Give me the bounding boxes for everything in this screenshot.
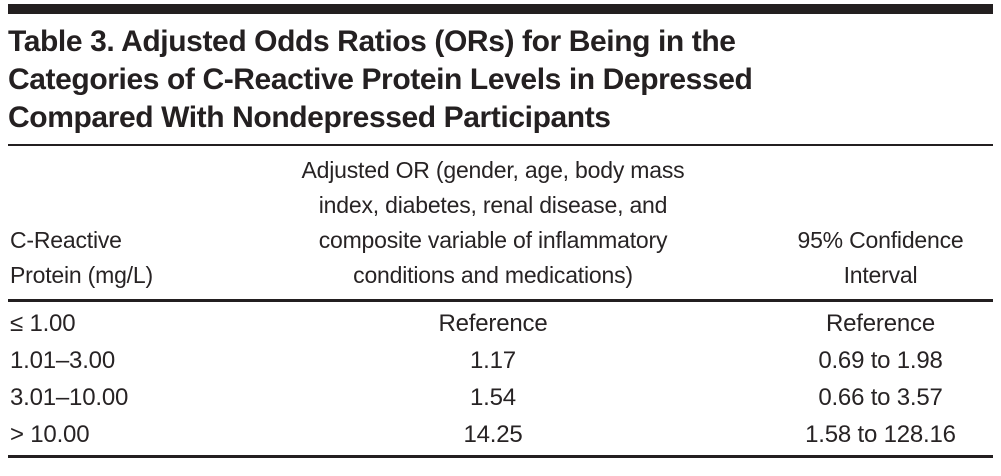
confidence-interval-cell: 0.69 to 1.98 [818, 347, 943, 374]
table-header-row: C-Reactive Protein (mg/L) Adjusted OR (g… [8, 146, 993, 299]
title-divider-rule [8, 144, 993, 146]
adjusted-or-cell: 14.25 [463, 421, 523, 448]
column-header-adjusted-or: Adjusted OR (gender, age, body mass inde… [301, 157, 685, 288]
table-title: Table 3. Adjusted Odds Ratios (ORs) for … [8, 25, 753, 134]
table-3-panel: Table 3. Adjusted Odds Ratios (ORs) for … [0, 4, 1001, 476]
crp-range-cell: 3.01–10.00 [10, 384, 129, 411]
header-divider-rule [8, 299, 993, 302]
adjusted-or-cell: Reference [438, 310, 548, 337]
confidence-interval-cell: Reference [826, 310, 935, 337]
adjusted-or-cell: 1.17 [470, 347, 516, 374]
crp-range-cell: 1.01–3.00 [10, 347, 115, 374]
table-body: ≤ 1.00 Reference Reference 1.01–3.00 1.1… [8, 305, 993, 453]
bottom-rule [8, 455, 993, 458]
table-row: ≤ 1.00 Reference Reference [8, 305, 993, 342]
confidence-interval-cell: 1.58 to 128.16 [805, 421, 956, 448]
confidence-interval-cell: 0.66 to 3.57 [818, 384, 943, 411]
column-header-c-reactive-protein: C-Reactive Protein (mg/L) [10, 227, 153, 288]
crp-range-cell: ≤ 1.00 [10, 310, 76, 337]
column-header-confidence-interval: 95% Confidence Interval [797, 227, 964, 288]
adjusted-or-cell: 1.54 [470, 384, 516, 411]
table-row: 3.01–10.00 1.54 0.66 to 3.57 [8, 379, 993, 416]
top-heavy-rule [8, 4, 993, 14]
table-row: > 10.00 14.25 1.58 to 128.16 [8, 416, 993, 453]
crp-range-cell: > 10.00 [10, 421, 90, 448]
table-row: 1.01–3.00 1.17 0.69 to 1.98 [8, 342, 993, 379]
